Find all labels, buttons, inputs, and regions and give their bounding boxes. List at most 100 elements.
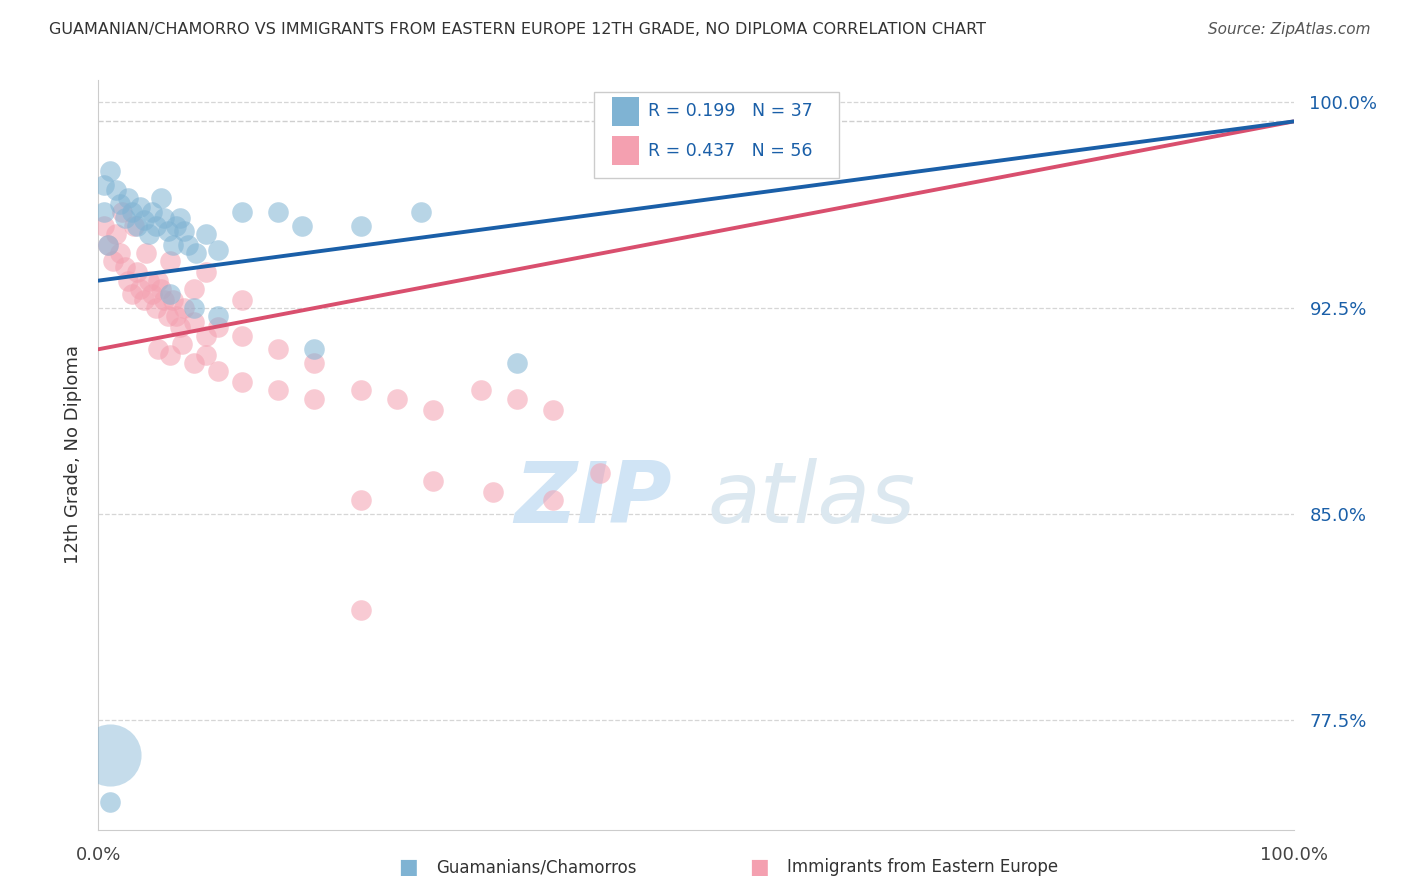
Point [183,356,205,370]
Point [195,348,218,362]
Point [125,265,148,279]
Bar [613,136,638,165]
Point [129,200,152,214]
Point [117,191,139,205]
Point [129,282,152,296]
Point [350,384,373,398]
Point [302,356,325,370]
Point [541,402,564,417]
FancyBboxPatch shape [595,92,839,178]
Point [207,310,229,324]
Point [138,227,160,241]
Point [302,392,325,406]
Point [207,244,229,258]
Point [135,246,157,260]
Point [108,246,131,260]
Point [506,356,529,370]
Point [105,227,128,241]
Text: ZIP: ZIP [515,458,672,541]
Point [350,603,373,617]
Point [195,328,218,343]
Point [165,310,187,324]
Point [105,183,128,197]
Point [422,402,444,417]
Point [267,343,290,357]
Point [145,301,167,315]
Point [422,474,444,488]
Point [177,238,200,252]
Point [98,795,122,809]
Point [302,343,325,357]
Point [145,219,167,233]
Point [207,320,229,334]
Point [114,260,136,274]
Point [93,178,115,192]
Point [156,310,179,324]
Text: Immigrants from Eastern Europe: Immigrants from Eastern Europe [787,858,1059,876]
Point [141,287,163,301]
Point [162,238,184,252]
Point [183,282,205,296]
Point [132,293,155,307]
Point [121,287,143,301]
Point [101,254,124,268]
Point [183,301,205,315]
Point [173,224,195,238]
Point [169,320,191,334]
Point [385,392,409,406]
Y-axis label: 12th Grade, No Diploma: 12th Grade, No Diploma [63,345,82,565]
Point [159,348,181,362]
Text: ■: ■ [398,857,418,877]
Point [195,265,218,279]
Point [169,211,191,225]
Point [267,384,290,398]
Point [138,274,160,288]
Point [172,336,194,351]
Point [541,493,564,508]
Point [195,227,218,241]
Point [111,205,134,219]
Point [162,293,184,307]
Point [141,205,163,219]
Point [121,205,143,219]
Point [108,196,131,211]
Point [231,375,253,389]
Point [149,282,172,296]
Point [98,164,122,178]
Point [589,466,612,480]
Point [125,219,148,233]
Point [93,205,115,219]
Point [114,211,136,225]
Point [153,211,176,225]
Point [149,191,172,205]
Point [156,224,179,238]
Point [231,293,253,307]
Point [207,364,229,378]
Text: R = 0.437   N = 56: R = 0.437 N = 56 [648,142,813,160]
Point [124,219,146,233]
Point [350,219,373,233]
Point [98,748,122,763]
Point [97,238,120,252]
Text: ■: ■ [749,857,769,877]
Text: Source: ZipAtlas.com: Source: ZipAtlas.com [1208,22,1371,37]
Point [411,205,433,219]
Point [267,205,290,219]
Point [186,246,208,260]
Point [481,485,505,500]
Point [183,315,205,329]
Point [350,493,373,508]
Text: R = 0.199   N = 37: R = 0.199 N = 37 [648,103,813,120]
Text: Guamanians/Chamorros: Guamanians/Chamorros [436,858,637,876]
Point [148,274,170,288]
Point [97,238,120,252]
Point [231,328,253,343]
Point [148,343,170,357]
Point [132,213,155,227]
Point [159,287,181,301]
Point [153,293,176,307]
Point [291,219,314,233]
Point [231,205,253,219]
Point [506,392,529,406]
Point [173,301,195,315]
